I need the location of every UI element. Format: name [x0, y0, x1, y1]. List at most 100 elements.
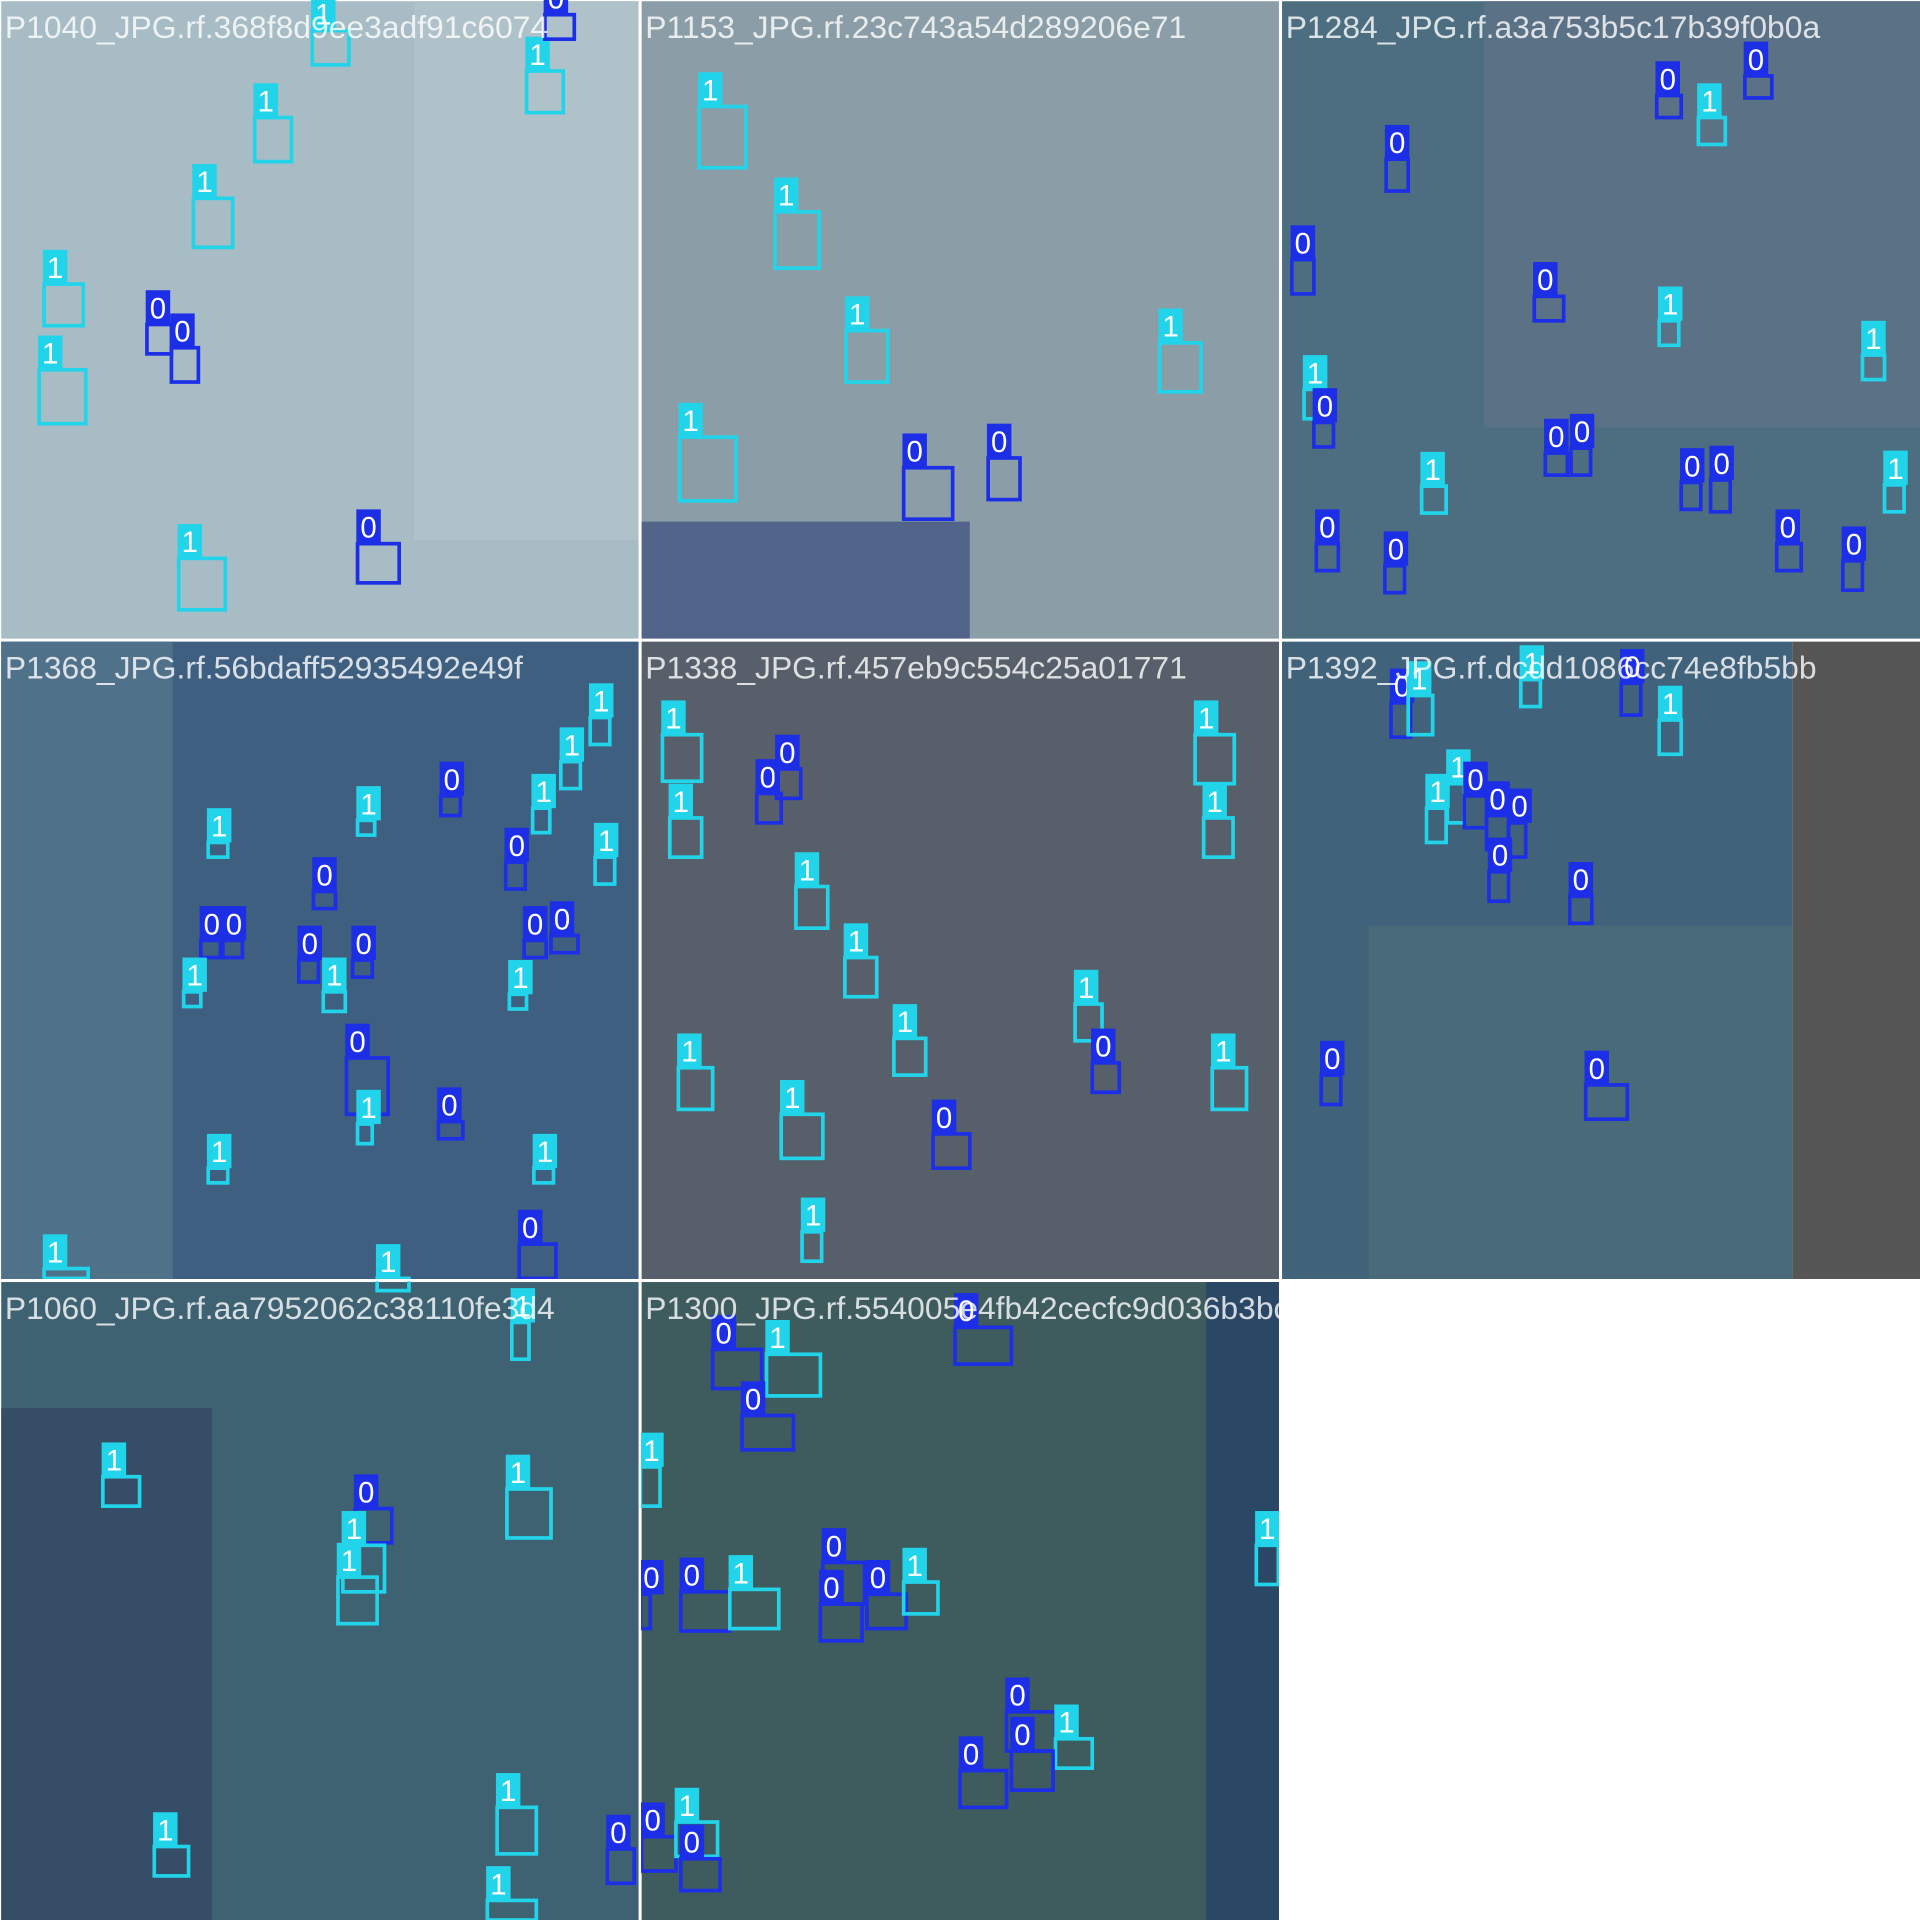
label-tag [1841, 526, 1867, 561]
label-tag [1655, 61, 1680, 96]
detection: 0 [311, 857, 338, 911]
detection: 1 [660, 700, 704, 784]
detection: 0 [774, 734, 803, 801]
detection: 1 [764, 1320, 823, 1398]
label-tag [640, 1802, 665, 1837]
detection: 0 [605, 1814, 637, 1886]
bounding-box [176, 556, 228, 612]
class-label: 1 [1215, 1036, 1231, 1069]
label-tag [101, 1442, 127, 1477]
class-label: 0 [1394, 671, 1410, 704]
class-label: 0 [643, 1562, 659, 1595]
label-tag [253, 83, 278, 118]
detection: 1 [510, 1288, 536, 1362]
detection: 0 [1009, 1716, 1055, 1793]
label-tag [892, 1004, 918, 1039]
class-label: 1 [673, 786, 689, 819]
class-label: 1 [47, 252, 63, 285]
class-label: 0 [554, 903, 570, 936]
detection: 0 [1583, 1050, 1630, 1122]
detection: 0 [438, 761, 465, 818]
label-tag [1569, 413, 1595, 449]
label-tag [311, 0, 336, 31]
class-label: 0 [1014, 1719, 1030, 1752]
detection: 0 [1290, 225, 1316, 296]
detection: 1 [1419, 451, 1448, 515]
class-label: 1 [537, 1136, 553, 1169]
class-label: 0 [1489, 783, 1505, 816]
label-tag [1544, 418, 1569, 454]
label-tag [42, 249, 68, 285]
detection: 1 [773, 177, 822, 270]
detection: 1 [1157, 308, 1204, 394]
class-label: 1 [679, 1790, 695, 1823]
detection: 1 [495, 1773, 539, 1856]
detection: 0 [543, 0, 577, 42]
bounding-box [764, 1352, 823, 1398]
class-label: 0 [907, 436, 923, 469]
label-tag [356, 786, 381, 821]
class-label: 1 [315, 0, 331, 31]
label-tag [495, 1773, 521, 1808]
class-label: 0 [684, 1560, 700, 1593]
label-tag [1054, 1704, 1079, 1739]
detection: 0 [1774, 509, 1804, 573]
class-label: 1 [380, 1246, 396, 1279]
label-tag [780, 1080, 805, 1115]
label-tag [182, 957, 207, 992]
detection: 1 [558, 727, 585, 791]
label-tag [559, 727, 585, 762]
class-label: 1 [805, 1200, 821, 1233]
class-label: 0 [716, 1317, 732, 1350]
class-label: 0 [1317, 390, 1333, 423]
label-tag [775, 734, 800, 769]
label-tag [1073, 969, 1099, 1005]
class-label: 1 [1887, 453, 1903, 486]
label-tag [206, 1133, 232, 1169]
label-tag [1861, 320, 1886, 356]
detection: 0 [1383, 531, 1409, 595]
class-label: 1 [849, 298, 865, 331]
tile-filename: P1060_JPG.rf.aa7952062c38110fe3d4 [5, 1290, 555, 1326]
detection: 0 [901, 433, 955, 522]
class-label: 1 [593, 685, 609, 718]
class-label: 1 [643, 1435, 659, 1468]
class-label: 0 [441, 1090, 457, 1123]
detection: 0 [1619, 648, 1645, 717]
label-tag [1010, 1716, 1035, 1752]
label-tag [1463, 761, 1488, 796]
label-tag [351, 925, 376, 960]
class-label: 1 [360, 1092, 376, 1125]
detection: 0 [1384, 124, 1410, 193]
class-label: 1 [784, 1082, 800, 1115]
detection: 0 [503, 827, 529, 891]
label-tag [1158, 308, 1183, 343]
label-tag [1519, 645, 1545, 680]
label-tag [639, 1432, 664, 1467]
detection: 1 [375, 1244, 411, 1293]
detection: 1 [530, 773, 556, 835]
detection: 0 [1654, 61, 1684, 120]
class-label: 1 [1662, 688, 1678, 721]
label-tag [1091, 1028, 1116, 1063]
detection: 1 [152, 1812, 191, 1878]
tile-image [641, 1282, 1280, 1920]
detection: 1 [844, 296, 890, 384]
detection: 1 [532, 1133, 558, 1185]
class-label: 0 [444, 764, 460, 797]
padding [1792, 641, 1920, 1280]
label-tag [931, 1099, 957, 1134]
detection: 0 [865, 1560, 908, 1631]
class-label: 1 [346, 1513, 362, 1546]
detection: 1 [191, 164, 235, 250]
class-label: 0 [316, 859, 332, 892]
class-label: 0 [356, 928, 372, 961]
class-label: 0 [522, 1212, 538, 1245]
label-tag [902, 433, 927, 468]
detection: 1 [676, 1033, 715, 1112]
detection: 0 [710, 1315, 764, 1391]
detection: 1 [336, 1542, 379, 1626]
class-label: 1 [702, 74, 718, 107]
class-label: 0 [870, 1562, 886, 1595]
